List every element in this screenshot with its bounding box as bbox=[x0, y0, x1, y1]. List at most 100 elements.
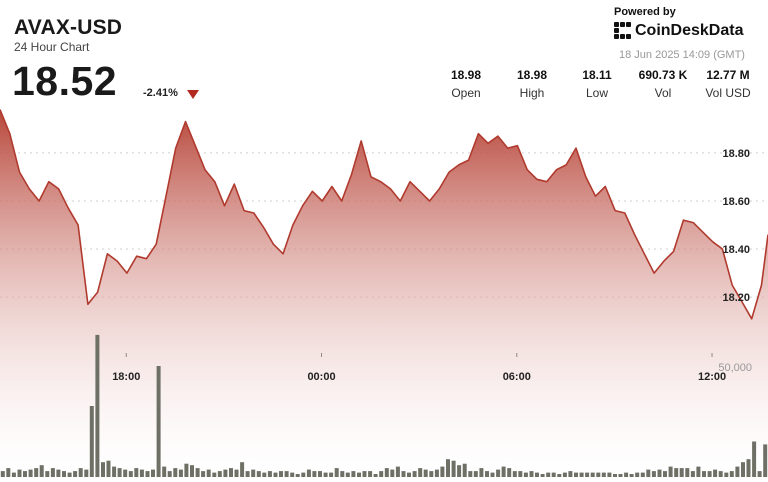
volume-bar bbox=[468, 471, 473, 477]
volume-bar bbox=[345, 472, 350, 477]
y-tick-label: 18.20 bbox=[722, 292, 750, 304]
stat-low: 18.11 Low bbox=[562, 68, 632, 100]
volume-bar bbox=[635, 472, 640, 477]
volume-bar bbox=[596, 472, 601, 477]
volume-bar bbox=[585, 472, 590, 477]
stat-vol-usd-value: 12.77 M bbox=[706, 68, 750, 82]
price-line bbox=[0, 109, 768, 320]
volume-bar bbox=[679, 468, 684, 477]
volume-bar bbox=[162, 466, 167, 477]
volume-bar bbox=[323, 472, 328, 477]
volume-bar bbox=[73, 471, 78, 477]
volume-bar bbox=[123, 469, 128, 477]
current-price: 18.52 bbox=[12, 58, 118, 104]
volume-bar bbox=[89, 406, 94, 477]
volume-bar bbox=[128, 471, 133, 477]
volume-bar bbox=[256, 471, 261, 477]
x-tick-label: 06:00 bbox=[503, 371, 531, 383]
volume-bar bbox=[229, 468, 233, 477]
volume-bar bbox=[690, 471, 695, 477]
volume-bar bbox=[245, 471, 250, 477]
volume-bar bbox=[201, 471, 206, 477]
stat-high-label: High bbox=[519, 86, 545, 100]
volume-bar bbox=[284, 471, 289, 477]
volume-bar bbox=[368, 471, 373, 477]
volume-bar bbox=[490, 472, 495, 477]
volume-bar bbox=[212, 472, 217, 477]
volume-bar bbox=[357, 472, 361, 477]
volume-bar bbox=[306, 469, 311, 477]
volume-bar bbox=[529, 471, 534, 477]
volume-bar bbox=[551, 472, 556, 477]
price-area bbox=[0, 109, 768, 477]
volume-bar bbox=[362, 471, 367, 477]
volume-bar bbox=[195, 468, 200, 477]
volume-bar bbox=[101, 462, 105, 477]
volume-bar bbox=[45, 471, 50, 477]
powered-by-label: Powered by bbox=[614, 6, 676, 18]
volume-bar bbox=[735, 466, 740, 477]
volume-bar bbox=[752, 441, 757, 477]
volume-bar bbox=[401, 471, 406, 477]
volume-bar bbox=[607, 472, 612, 477]
volume-bar bbox=[217, 471, 222, 477]
volume-bar bbox=[11, 472, 16, 477]
volume-bar bbox=[451, 460, 456, 477]
x-tick-label: 00:00 bbox=[307, 371, 335, 383]
volume-bar bbox=[668, 466, 673, 477]
volume-bar bbox=[618, 474, 623, 477]
brand-name: CoinDeskData bbox=[635, 22, 744, 39]
volume-bar bbox=[145, 471, 150, 477]
volume-bar bbox=[729, 471, 734, 477]
volume-bar bbox=[763, 444, 768, 477]
volume-bar bbox=[301, 472, 306, 477]
volume-bar bbox=[523, 472, 528, 477]
volume-tick-label: 50,000 bbox=[718, 362, 752, 374]
stat-vol-usd: 12.77 M Vol USD bbox=[693, 68, 763, 100]
volume-bar bbox=[384, 468, 389, 477]
volume-bar bbox=[718, 471, 723, 477]
stat-vol-usd-label: Vol USD bbox=[705, 86, 751, 100]
volume-bar bbox=[106, 460, 111, 477]
volume-bar bbox=[6, 468, 11, 477]
volume-bar bbox=[640, 472, 645, 477]
coindesk-logo-icon bbox=[614, 22, 632, 40]
volume-bar bbox=[407, 472, 411, 477]
volume-bar bbox=[329, 472, 334, 477]
volume-bar bbox=[184, 463, 189, 477]
volume-bar bbox=[713, 469, 718, 477]
volume-bar bbox=[39, 465, 44, 477]
volume-bar bbox=[17, 469, 22, 477]
volume-bar bbox=[663, 471, 667, 477]
stat-vol: 690.73 K Vol bbox=[628, 68, 698, 100]
stat-open: 18.98 Open bbox=[431, 68, 501, 100]
brand[interactable]: CoinDeskData bbox=[614, 22, 743, 40]
volume-bar bbox=[373, 474, 378, 477]
volume-bar bbox=[56, 469, 61, 477]
volume-bar bbox=[429, 471, 434, 477]
volume-bar bbox=[267, 471, 272, 477]
volume-bar bbox=[518, 471, 523, 477]
volume-bar bbox=[423, 469, 428, 477]
volume-bar bbox=[457, 465, 462, 477]
volume-bar bbox=[496, 469, 501, 477]
volume-bar bbox=[62, 471, 66, 477]
volume-bar bbox=[0, 471, 5, 477]
volume-bar bbox=[173, 468, 178, 477]
x-tick-label: 12:00 bbox=[698, 371, 726, 383]
volume-bar bbox=[512, 471, 517, 477]
volume-bar bbox=[262, 472, 267, 477]
volume-bar bbox=[562, 472, 567, 477]
volume-bar bbox=[674, 468, 679, 477]
volume-bar bbox=[741, 462, 745, 477]
volume-bar bbox=[651, 471, 656, 477]
volume-bar bbox=[34, 468, 39, 477]
volume-bar bbox=[440, 466, 445, 477]
volume-bar bbox=[535, 472, 539, 477]
volume-bar bbox=[462, 463, 467, 477]
price-change: -2.41% bbox=[143, 87, 178, 99]
volume-bar bbox=[234, 469, 239, 477]
volume-bar bbox=[702, 471, 706, 477]
